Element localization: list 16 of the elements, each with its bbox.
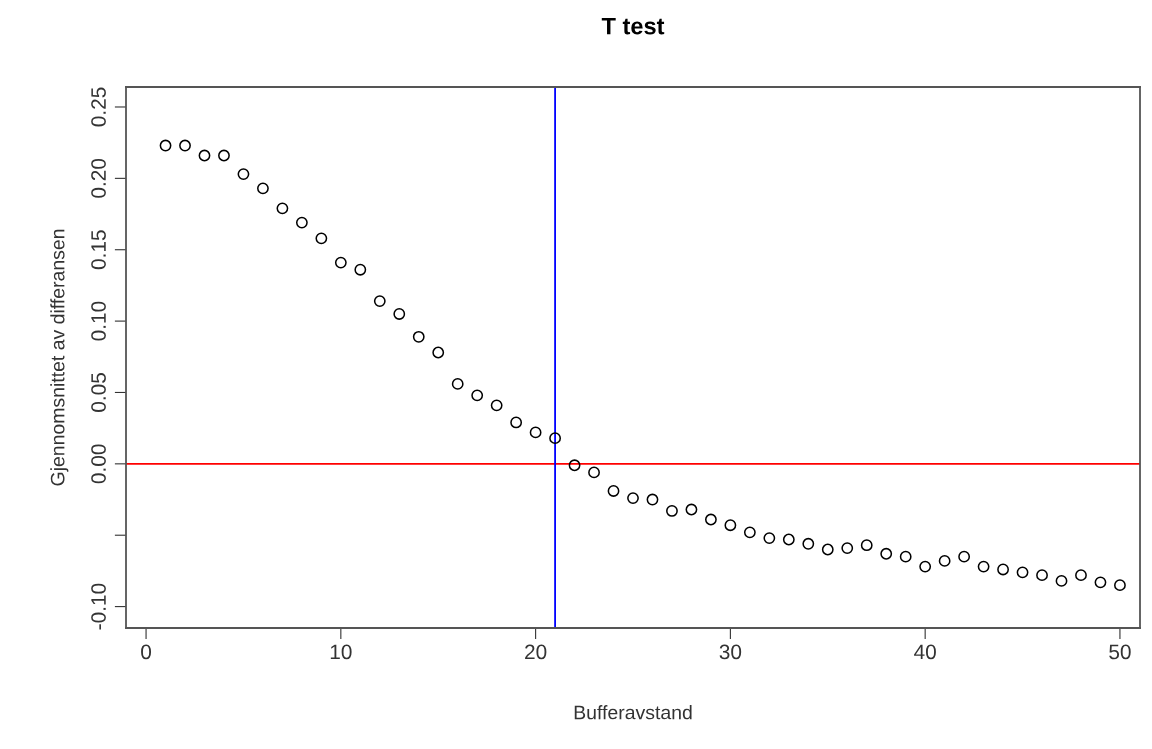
y-tick-label: 0.10	[91, 301, 106, 341]
y-tick-label: -0.10	[91, 583, 106, 630]
y-tick-label: 0.00	[91, 444, 106, 484]
x-tick-label: 40	[914, 644, 936, 660]
y-tick-label: 0.05	[91, 373, 106, 412]
x-tick-label: 20	[525, 644, 547, 660]
y-tick-label: 0.20	[91, 158, 106, 198]
y-tick-label: 0.25	[91, 87, 106, 127]
x-tick-label: 0	[141, 644, 152, 660]
x-tick-label: 10	[330, 644, 352, 660]
x-tick-label: 50	[1109, 644, 1131, 660]
x-axis-title: Bufferavstand	[574, 705, 692, 720]
y-axis-title: Gjennomsnittet av differansen	[50, 229, 69, 486]
y-tick-label: 0.15	[91, 230, 106, 270]
x-tick-label: 30	[719, 644, 742, 660]
chart-title: T test	[601, 17, 665, 35]
